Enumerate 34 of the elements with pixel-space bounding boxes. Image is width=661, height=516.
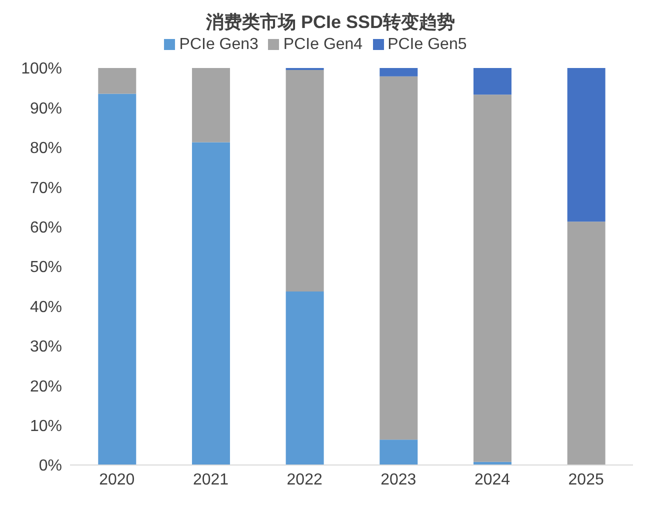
y-tick-label: 0% <box>38 458 62 475</box>
y-tick-label: 20% <box>30 378 62 396</box>
y-tick-label: 10% <box>30 418 62 435</box>
legend-label: PCIe Gen3 <box>179 36 258 53</box>
y-tick-label: 70% <box>30 180 62 197</box>
y-tick-label: 60% <box>30 219 62 236</box>
y-tick-label: 80% <box>30 140 62 158</box>
bar <box>98 68 136 94</box>
y-tick-label: 90% <box>30 100 62 118</box>
legend-label: PCIe Gen5 <box>388 36 467 53</box>
bar <box>286 292 324 465</box>
bar <box>192 142 230 465</box>
bar <box>286 70 324 292</box>
legend-label: PCIe Gen4 <box>283 36 363 53</box>
y-tick-label: 100% <box>21 60 62 78</box>
y-tick-label: 50% <box>30 259 62 276</box>
bar <box>567 68 606 222</box>
x-tick-label: 2023 <box>380 471 416 488</box>
x-tick-label: 2020 <box>99 471 135 488</box>
chart-title: 消费类市场 PCIe SSD转变趋势 <box>204 11 456 34</box>
bar <box>98 94 136 465</box>
bar <box>380 68 418 76</box>
y-tick-label: 30% <box>30 338 62 356</box>
y-tick-label: 40% <box>30 298 62 316</box>
bar <box>380 76 418 440</box>
bar <box>473 94 512 462</box>
x-tick-label: 2024 <box>474 471 510 488</box>
bar <box>473 68 512 95</box>
bar <box>192 68 230 142</box>
x-tick-label: 2022 <box>286 471 322 488</box>
x-tick-label: 2021 <box>192 471 229 488</box>
bar <box>380 440 418 465</box>
bar <box>567 222 606 465</box>
x-tick-label: 2025 <box>568 471 604 488</box>
